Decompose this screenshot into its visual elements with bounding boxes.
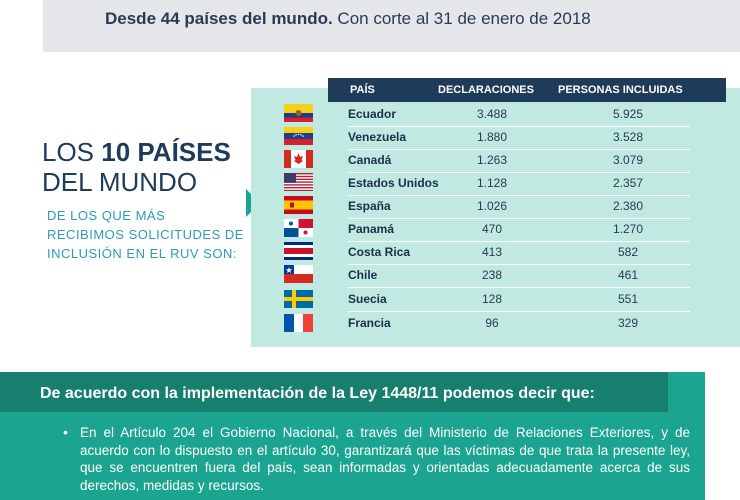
- row-persons: 551: [617, 292, 639, 306]
- row-declarations: 96: [485, 316, 499, 330]
- top-banner-text: Desde 44 países del mundo. Con corte al …: [105, 9, 591, 29]
- top-banner: Desde 44 países del mundo. Con corte al …: [43, 0, 740, 52]
- row-country: Panamá: [348, 222, 395, 236]
- table-row: Canadá 1.263 3.079: [348, 149, 690, 173]
- header-declarations: DECLARACIONES: [438, 84, 534, 96]
- table-row: Francia 96 329: [348, 312, 690, 335]
- headline-pre: LOS: [42, 137, 102, 167]
- row-declarations: 413: [481, 245, 503, 259]
- row-persons: 3.079: [612, 153, 644, 167]
- bottom-title: De acuerdo con la implementación de la L…: [40, 385, 595, 402]
- row-persons: 2.380: [612, 199, 644, 213]
- headline: LOS 10 PAÍSES DEL MUNDO: [42, 137, 231, 197]
- spain-flag-icon: [284, 196, 313, 214]
- usa-flag-icon: [284, 173, 313, 191]
- header-country: PAÍS: [350, 84, 375, 96]
- subline-line3: INCLUSIÓN EN EL RUV SON:: [47, 246, 237, 261]
- row-declarations: 128: [481, 292, 503, 306]
- canada-flag-icon: [284, 150, 313, 168]
- table-row: Suecia 128 551: [348, 288, 690, 312]
- row-persons: 329: [617, 316, 639, 330]
- costa-rica-flag-icon: [284, 242, 313, 260]
- table-row: España 1.026 2.380: [348, 195, 690, 219]
- row-declarations: 1.263: [476, 153, 508, 167]
- headline-bold: 10 PAÍSES: [101, 137, 231, 167]
- row-declarations: 238: [481, 268, 503, 282]
- table-row: Costa Rica 413 582: [348, 241, 690, 265]
- row-country: Venezuela: [348, 130, 407, 144]
- subline-line2: RECIBIMOS SOLICITUDES DE: [47, 227, 244, 242]
- row-country: Ecuador: [348, 107, 397, 121]
- row-country: Chile: [348, 268, 378, 282]
- row-country: Suecia: [348, 292, 387, 306]
- subline: DE LOS QUE MÁS RECIBIMOS SOLICITUDES DE …: [47, 206, 244, 263]
- row-persons: 1.270: [612, 222, 644, 236]
- row-declarations: 1.026: [476, 199, 508, 213]
- top-banner-normal: Con corte al 31 de enero de 2018: [332, 9, 591, 28]
- table-row: Venezuela 1.880 3.528: [348, 126, 690, 150]
- table-row: Chile 238 461: [348, 264, 690, 288]
- table-row: Ecuador 3.488 5.925: [348, 103, 690, 127]
- row-persons: 2.357: [612, 176, 644, 190]
- table-row: Estados Unidos 1.128 2.357: [348, 172, 690, 196]
- row-country: Costa Rica: [348, 245, 411, 259]
- bottom-title-bar: [0, 372, 668, 412]
- headline-line2: DEL MUNDO: [42, 167, 198, 197]
- top-banner-bold: Desde 44 países del mundo.: [105, 9, 333, 28]
- table-row: Panamá 470 1.270: [348, 218, 690, 242]
- subline-line1: DE LOS QUE MÁS: [47, 208, 166, 223]
- panama-flag-icon: [284, 219, 313, 237]
- row-country: Francia: [348, 316, 391, 330]
- row-declarations: 470: [481, 222, 503, 236]
- chile-flag-icon: [284, 265, 313, 283]
- sweden-flag-icon: [284, 290, 313, 308]
- row-persons: 3.528: [612, 130, 644, 144]
- france-flag-icon: [284, 314, 313, 332]
- row-declarations: 1.880: [476, 130, 508, 144]
- row-persons: 5.925: [612, 107, 644, 121]
- header-persons: PERSONAS INCLUIDAS: [558, 84, 683, 96]
- row-persons: 461: [617, 268, 639, 282]
- row-persons: 582: [617, 245, 639, 259]
- table-header: PAÍS DECLARACIONES PERSONAS INCLUIDAS: [328, 78, 726, 102]
- countries-panel: [251, 88, 740, 347]
- row-declarations: 3.488: [476, 107, 508, 121]
- ecuador-flag-icon: [284, 104, 313, 122]
- venezuela-flag-icon: [284, 127, 313, 145]
- row-country: Canadá: [348, 153, 392, 167]
- bullet: •: [63, 424, 68, 440]
- row-declarations: 1.128: [476, 176, 508, 190]
- bottom-text: En el Artículo 204 el Gobierno Nacional,…: [80, 425, 690, 493]
- row-country: Estados Unidos: [348, 176, 439, 190]
- row-country: España: [348, 199, 391, 213]
